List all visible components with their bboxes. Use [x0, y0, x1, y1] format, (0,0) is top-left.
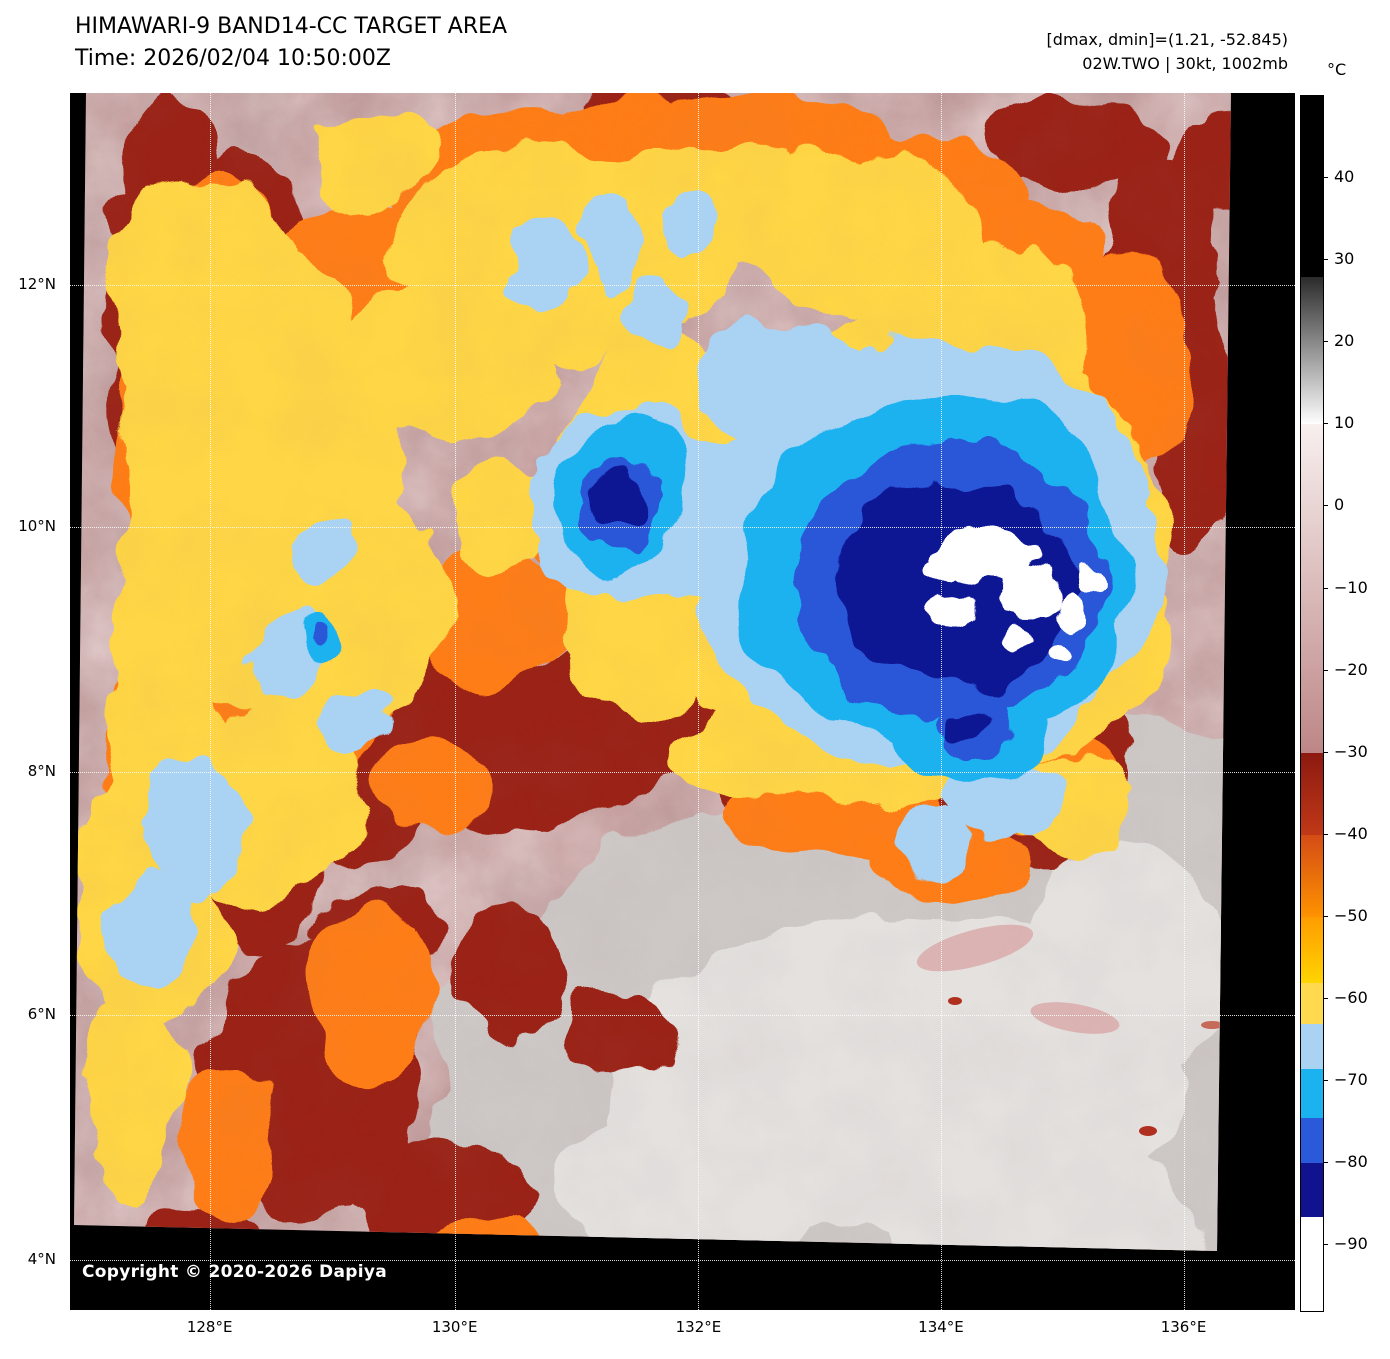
colorbar-tick-label: 20	[1334, 331, 1355, 351]
lat-tick-label: 10°N	[18, 517, 56, 536]
colorbar-tick-label: −30	[1334, 741, 1368, 761]
colorbar-tick-mark	[1323, 915, 1328, 917]
colorbar-segment	[1301, 916, 1323, 984]
lat-tick-label: 8°N	[27, 762, 56, 781]
colorbar-segment	[1301, 1163, 1323, 1218]
longitude-axis: 128°E 130°E 132°E 134°E 136°E	[70, 1318, 1295, 1348]
colorbar-segment	[1301, 1118, 1323, 1164]
colorbar-tick-label: −40	[1334, 823, 1368, 843]
colorbar-tick-label: −90	[1334, 1234, 1368, 1254]
colorbar-tick-label: −10	[1334, 577, 1368, 597]
lon-tick-label: 132°E	[675, 1318, 722, 1336]
colorbar-tick-label: −60	[1334, 988, 1368, 1008]
colorbar-tick-mark	[1323, 505, 1328, 507]
colorbar-tick-mark	[1323, 751, 1328, 753]
colorbar-tick-mark	[1323, 341, 1328, 343]
copyright-text: Copyright © 2020-2026 Dapiya	[82, 1262, 387, 1282]
colorbar	[1300, 95, 1324, 1312]
overshooting-tops-layer	[923, 531, 1102, 669]
colorbar-segment	[1301, 276, 1323, 425]
lat-tick-label: 6°N	[27, 1005, 56, 1024]
colorbar-tick-mark	[1323, 669, 1328, 671]
colorbar-segment	[1301, 982, 1323, 1025]
colorbar-tick-mark	[1323, 1244, 1328, 1246]
speckle-layer	[916, 924, 1223, 1136]
colorbar-tick-label: 30	[1334, 249, 1355, 269]
lon-tick-label: 134°E	[918, 1318, 964, 1336]
colorbar-segment	[1301, 1023, 1323, 1070]
satellite-image	[70, 93, 1295, 1310]
colorbar-tick-label: −70	[1334, 1070, 1368, 1090]
colorbar-tick-mark	[1323, 1080, 1328, 1082]
colorbar-segment	[1301, 834, 1323, 918]
latitude-axis: 12°N 10°N 8°N 6°N 4°N	[0, 93, 62, 1310]
colorbar-ticks: 40 30 20 10 0 −10 −20 −30 −40 −50 −60 −70 −80 −90	[1323, 95, 1387, 1310]
lon-tick-label: 130°E	[431, 1318, 478, 1336]
colorbar-tick-mark	[1323, 259, 1328, 261]
colorbar-tick-label: −20	[1334, 659, 1368, 679]
map-plot-area: Copyright © 2020-2026 Dapiya	[70, 93, 1295, 1310]
colorbar-segment	[1301, 752, 1323, 836]
colorbar-gradient	[1301, 96, 1323, 1311]
lon-tick-label: 136°E	[1160, 1318, 1207, 1336]
colorbar-tick-label: 10	[1334, 413, 1355, 433]
colorbar-tick-mark	[1323, 833, 1328, 835]
colorbar-unit-label: °C	[1327, 60, 1347, 79]
lat-tick-label: 4°N	[27, 1250, 56, 1269]
colorbar-tick-label: 40	[1334, 167, 1355, 187]
lon-tick-label: 128°E	[186, 1318, 233, 1336]
colorbar-tick-label: 0	[1334, 495, 1345, 515]
figure-title: HIMAWARI-9 BAND14-CC TARGET AREA	[75, 14, 508, 39]
lat-tick-label: 12°N	[18, 275, 56, 294]
dmax-dmin-annotation: [dmax, dmin]=(1.21, -52.845)	[1046, 30, 1288, 49]
colorbar-tick-label: −50	[1334, 905, 1368, 925]
colorbar-tick-mark	[1323, 177, 1328, 179]
colorbar-segment	[1301, 424, 1323, 754]
colorbar-tick-mark	[1323, 998, 1328, 1000]
colorbar-tick-mark	[1323, 423, 1328, 425]
storm-info-annotation: 02W.TWO | 30kt, 1002mb	[1082, 54, 1288, 73]
colorbar-segment	[1301, 1068, 1323, 1119]
colorbar-segment	[1301, 96, 1323, 278]
colorbar-tick-mark	[1323, 587, 1328, 589]
colorbar-segment	[1301, 1216, 1323, 1311]
figure-time: Time: 2026/02/04 10:50:00Z	[75, 46, 391, 71]
colorbar-tick-mark	[1323, 1162, 1328, 1164]
colorbar-tick-label: −80	[1334, 1152, 1368, 1172]
